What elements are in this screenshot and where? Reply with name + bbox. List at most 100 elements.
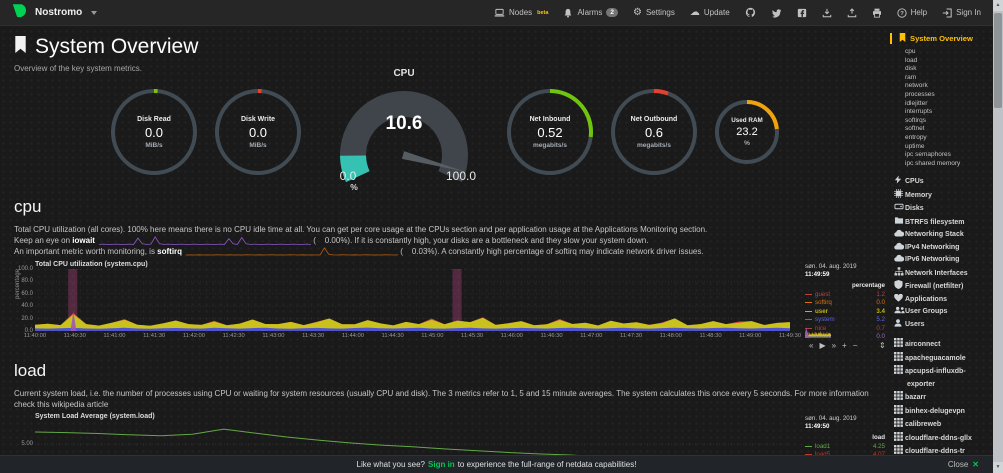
cloud-download-icon: ☁ [689, 6, 700, 18]
brand-menu[interactable]: Nostromo [12, 3, 98, 23]
scrollbar-thumb[interactable] [994, 13, 1002, 108]
legend-series-load5[interactable]: load5 4.07 [805, 451, 885, 455]
sidebar-subitem-idlejitter[interactable]: idlejitter [905, 99, 928, 107]
nav-update[interactable]: ☁ Update [689, 6, 730, 18]
footer-close-button[interactable]: Close ✕ [947, 460, 979, 469]
legend-series-name: user [815, 307, 829, 315]
sidebar-item-user-groups[interactable]: User Groups [894, 306, 993, 319]
sidebar-subitem-softirqs[interactable]: softirqs [905, 116, 926, 124]
scroll-down-arrow[interactable]: ▼ [993, 462, 1003, 473]
sidebar-app-cloudflare-ddns-gllx[interactable]: cloudflare-ddns-gllx [894, 431, 993, 446]
sidebar-item-label: Memory [905, 191, 932, 199]
sidebar-submenu: cpu load disk ram network processes idlejitter… [905, 48, 993, 168]
sidebar-item-label: apcupsd-influxdb-exporter [905, 368, 966, 388]
sidebar-item-label: apacheguacamole [905, 354, 966, 362]
sidebar-item-system-overview[interactable]: System Overview [890, 33, 993, 44]
softirq-sparkline[interactable] [186, 247, 399, 256]
nav-signin[interactable]: Sign In [942, 8, 981, 18]
sidebar-app-calibreweb[interactable]: calibreweb [894, 418, 993, 432]
sidebar-item-network-interfaces[interactable]: Network Interfaces [894, 267, 993, 281]
nav-nodes[interactable]: Nodes beta [494, 8, 548, 18]
cpu-xtick: 11:40:30 [63, 333, 86, 339]
sidebar-app-cloudflare-ddns-tr[interactable]: cloudflare-ddns-tr [894, 445, 993, 455]
sidebar-item-firewall-netfilter-[interactable]: Firewall (netfilter) [894, 280, 993, 294]
download-icon [822, 8, 832, 18]
sidebar-subitem-load[interactable]: load [905, 56, 918, 64]
nav-twitter[interactable] [771, 8, 782, 18]
nav-settings-label: Settings [645, 8, 675, 17]
iowait-sparkline[interactable] [99, 236, 312, 246]
sidebar-item-memory[interactable]: Memory [894, 188, 993, 203]
question-circle-icon: ? [897, 7, 907, 18]
sidebar-item-ipv4-networking[interactable]: IPv4 Networking [894, 242, 993, 255]
nav-print[interactable] [872, 8, 882, 18]
sidebar-subitem-disk[interactable]: disk [905, 65, 917, 73]
sidebar-subitem-network[interactable]: network [905, 82, 928, 90]
sidebar-item-label: bazarr [905, 394, 927, 402]
cpu-xtick: 11:49:30 [778, 333, 802, 339]
sidebar-app-apcupsd-influxdb-exporter[interactable]: apcupsd-influxdb-exporter [894, 365, 993, 391]
legend-series-system[interactable]: system 5.2 [805, 316, 885, 323]
cpu-xtick: 11:44:30 [381, 333, 404, 339]
cpu-chart[interactable]: Total CPU utilization (system.cpu) perce… [13, 261, 890, 353]
sidebar-subitem-interrupts[interactable]: interrupts [905, 108, 933, 116]
load-chart[interactable]: System Load Average (system.load) 5.00 4.… [13, 413, 890, 455]
nav-export[interactable] [847, 7, 857, 18]
legend-series-softirq[interactable]: softirq 0.0 [805, 299, 885, 306]
sidebar-app-bazarr[interactable]: bazarr [894, 391, 993, 405]
nodes-beta-badge: beta [537, 9, 549, 16]
sidebar: System Overview cpu load disk ram network pro… [890, 26, 993, 455]
sidebar-subitem-ipc-semaphores[interactable]: ipc semaphores [905, 151, 951, 159]
sidebar-item-networking-stack[interactable]: Networking Stack [894, 229, 993, 242]
chart-resize-handle[interactable]: ⇕ [879, 341, 886, 350]
sidebar-item-disks[interactable]: Disks [894, 202, 993, 216]
nav-facebook[interactable] [797, 8, 807, 18]
scroll-up-arrow[interactable]: ▲ [993, 0, 1003, 11]
gauge-net-inbound: Net Inbound 0.52 megabits/s [506, 88, 594, 176]
bookmark-icon [899, 33, 906, 44]
sidebar-subitem-cpu[interactable]: cpu [905, 48, 916, 55]
sidebar-app-apacheguacamole[interactable]: apacheguacamole [894, 351, 993, 366]
nav-settings[interactable]: ⚙ Settings [633, 7, 675, 18]
sidebar-item-cpus[interactable]: CPUs [894, 175, 993, 189]
sidebar-sections: CPUs Memory Disks BTRFS filesystem Networkin… [894, 175, 993, 331]
sidebar-app-airconnect[interactable]: airconnect [894, 338, 993, 352]
legend-time: 11:49:59 [805, 271, 830, 278]
legend-series-name: nice [815, 324, 827, 332]
nav-import[interactable] [822, 8, 832, 18]
legend-series-load1[interactable]: load1 4.25 [805, 443, 885, 450]
sidebar-item-btrfs-filesystem[interactable]: BTRFS filesystem [894, 216, 993, 230]
chart-thumbnail[interactable] [805, 325, 831, 338]
cpu-xtick: 11:40:00 [23, 333, 47, 339]
legend-unit-header: load [872, 434, 885, 441]
sidebar-item-ipv6-networking[interactable]: IPv6 Networking [894, 254, 993, 267]
footer-signin-link[interactable]: Sign in [428, 460, 455, 469]
legend-dash [805, 454, 812, 455]
cpu-xtick: 11:45:00 [421, 333, 444, 339]
nav-help[interactable]: ? Help [897, 7, 927, 18]
chart-toolbox[interactable]: «▶»+− [809, 341, 864, 350]
sidebar-item-applications[interactable]: Applications [894, 293, 993, 307]
load-chart-plot[interactable] [35, 421, 790, 455]
sidebar-subitem-processes[interactable]: processes [905, 90, 935, 98]
cpu-ytick: 40.0 [21, 303, 33, 310]
nav-github[interactable] [745, 7, 756, 18]
sidebar-subitem-ram[interactable]: ram [905, 73, 917, 81]
legend-series-nice[interactable]: nice 0.7 [805, 325, 885, 332]
cpu-chart-plot[interactable] [35, 269, 790, 331]
legend-series-guest[interactable]: guest 1.2 [805, 291, 885, 298]
sidebar-subitem-uptime[interactable]: uptime [905, 142, 925, 150]
grid-icon [894, 445, 905, 455]
cpu-xtick: 11:43:30 [302, 333, 325, 339]
legend-series-name: guest [815, 290, 831, 298]
sidebar-subitem-ipc-shared-memory[interactable]: ipc shared memory [905, 159, 961, 167]
nav-alarms[interactable]: Alarms 2 [563, 8, 618, 18]
sidebar-subitem-softnet[interactable]: softnet [905, 125, 925, 133]
sidebar-app-binhex-delugevpn[interactable]: binhex-delugevpn [894, 404, 993, 419]
sidebar-subitem-entropy[interactable]: entropy [905, 133, 927, 141]
sidebar-item-label: airconnect [905, 341, 941, 349]
legend-series-user[interactable]: user 3.4 [805, 308, 885, 315]
sidebar-item-users[interactable]: Users [894, 319, 993, 332]
vertical-scrollbar[interactable]: ▲ ▼ [993, 0, 1003, 473]
page-title: System Overview [14, 35, 890, 59]
